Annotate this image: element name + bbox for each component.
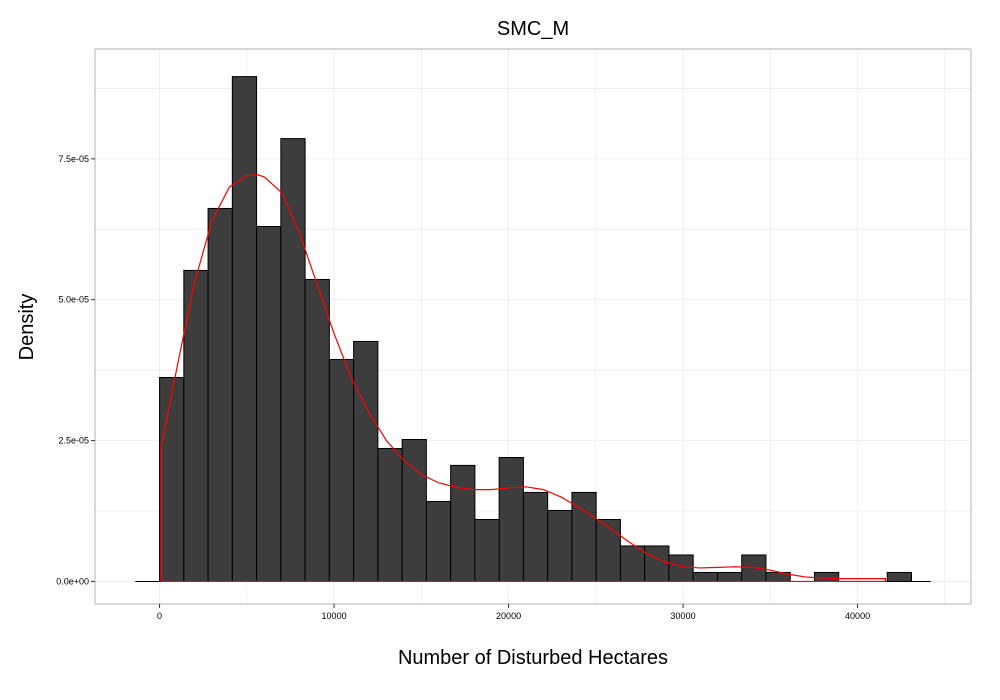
histogram-bar [159,376,185,582]
plot-panel-border [94,48,972,605]
histogram-bar [425,500,452,582]
x-tick-label: 40000 [845,611,870,621]
histogram-bar [304,278,330,582]
histogram-bar [741,554,767,582]
histogram-bar [668,554,694,582]
histogram-bar [207,207,233,582]
x-tick-label: 0 [157,611,162,621]
histogram-bar [353,340,379,582]
histogram-bar [692,571,718,582]
x-tick-label: 30000 [671,611,696,621]
histogram-bar [280,138,306,582]
x-tick-label: 10000 [322,611,347,621]
chart-title: SMC_M [497,18,569,40]
histogram-bar [328,358,355,582]
density-curve-line [160,174,887,583]
histogram-bars [159,76,912,582]
histogram-bar [644,545,670,582]
histogram-bar [401,438,427,582]
histogram-bar [619,545,646,582]
histogram-bar [813,571,840,582]
histogram-bar [498,457,524,582]
histogram-bar [474,518,500,582]
histogram-bar [595,518,621,582]
y-axis-ticks: 0.0e+00 2.5e-05 5.0e-05 7.5e-05 [56,154,95,586]
x-axis-ticks: 0 10000 20000 30000 40000 [157,604,870,621]
x-tick-label: 20000 [496,611,521,621]
y-tick-label: 5.0e-05 [58,295,89,305]
histogram-bar [716,571,743,582]
y-tick-label: 7.5e-05 [58,154,89,164]
histogram-bar [450,464,476,582]
x-axis-title: Number of Disturbed Hectares [398,647,668,669]
y-tick-label: 0.0e+00 [56,576,89,586]
histogram-bar [547,509,573,582]
histogram-bar [256,225,282,582]
density-curve [160,174,887,583]
histogram-bar [522,491,549,582]
y-axis-title: Density [16,294,38,361]
histogram-bar [231,76,258,582]
histogram-bar [377,447,403,582]
y-tick-label: 2.5e-05 [58,436,89,446]
histogram-bar [886,571,912,582]
